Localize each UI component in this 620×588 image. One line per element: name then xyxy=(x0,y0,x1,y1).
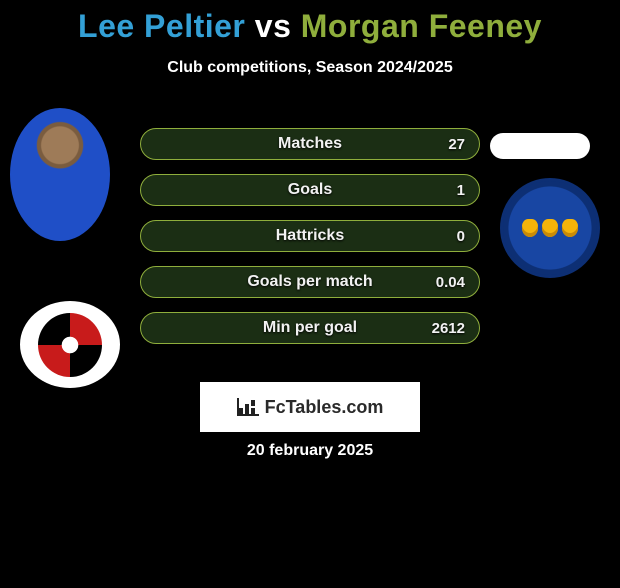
lion-icon xyxy=(542,219,558,237)
player1-club-badge xyxy=(20,301,120,388)
date-text: 20 february 2025 xyxy=(0,442,620,460)
lion-icon xyxy=(522,219,538,237)
stat-bar: Goals 1 xyxy=(140,174,480,206)
stat-label: Goals per match xyxy=(247,273,372,291)
page-title: Lee Peltier vs Morgan Feeney xyxy=(0,8,620,45)
stat-value: 0.04 xyxy=(436,274,465,291)
stat-label: Hattricks xyxy=(276,227,344,245)
title-player1: Lee Peltier xyxy=(78,8,245,44)
logo-text: FcTables.com xyxy=(265,397,384,418)
stat-value: 27 xyxy=(448,136,465,153)
title-player2: Morgan Feeney xyxy=(301,8,542,44)
rotherham-badge-icon xyxy=(38,313,102,377)
stat-value: 1 xyxy=(457,182,465,199)
stat-bar: Hattricks 0 xyxy=(140,220,480,252)
title-vs: vs xyxy=(255,8,301,44)
stat-label: Matches xyxy=(278,135,342,153)
stat-value: 2612 xyxy=(432,320,465,337)
bar-chart-icon xyxy=(237,398,259,416)
stats-bars: Matches 27 Goals 1 Hattricks 0 Goals per… xyxy=(140,128,480,358)
stat-label: Goals xyxy=(288,181,332,199)
player1-photo xyxy=(10,108,110,241)
stat-bar: Min per goal 2612 xyxy=(140,312,480,344)
stat-label: Min per goal xyxy=(263,319,357,337)
stat-bar: Matches 27 xyxy=(140,128,480,160)
stat-bar: Goals per match 0.04 xyxy=(140,266,480,298)
stat-value: 0 xyxy=(457,228,465,245)
fctables-logo: FcTables.com xyxy=(200,382,420,432)
subtitle: Club competitions, Season 2024/2025 xyxy=(0,59,620,77)
lion-icon xyxy=(562,219,578,237)
player2-club-badge xyxy=(500,178,600,278)
player2-photo-placeholder xyxy=(490,133,590,159)
